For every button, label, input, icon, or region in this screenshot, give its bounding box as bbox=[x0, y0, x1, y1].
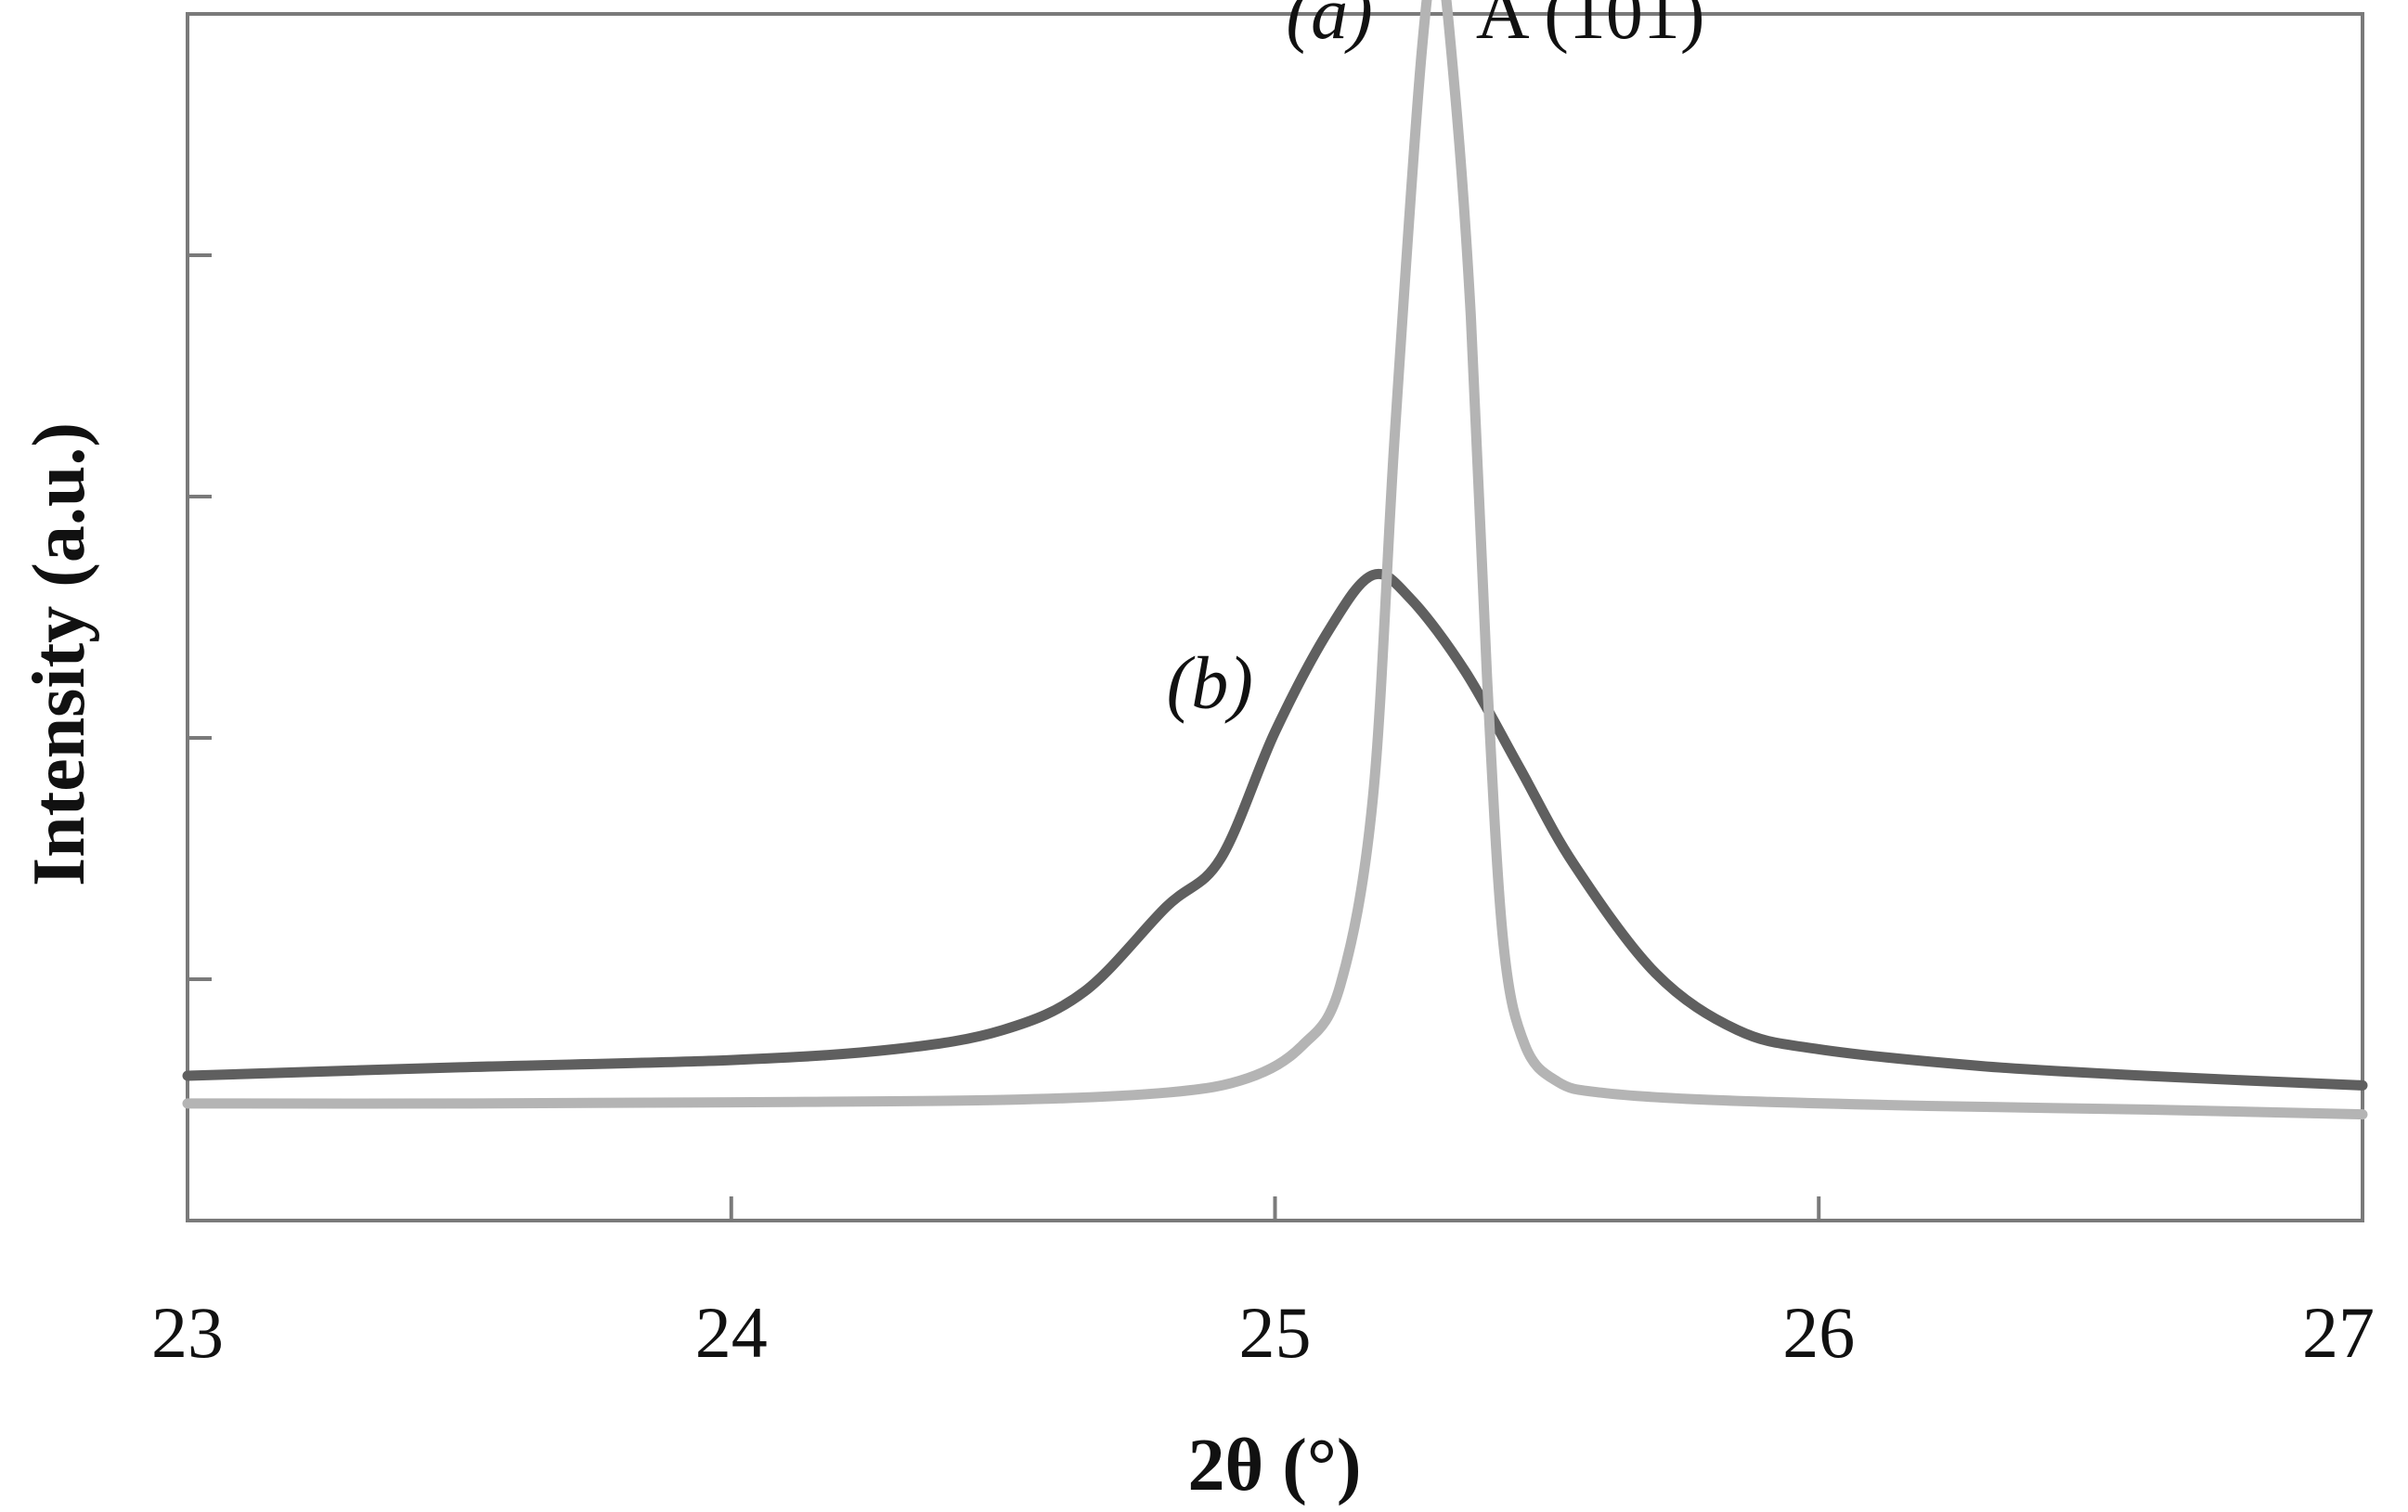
x-tick-label: 24 bbox=[695, 1292, 768, 1373]
series-line-b bbox=[182, 568, 2368, 1091]
y-axis-ticks bbox=[188, 253, 212, 981]
x-tick-label: 25 bbox=[1239, 1292, 1312, 1373]
annotations: (a) A (101) (b) bbox=[1167, 0, 1705, 725]
annotation-label: (a) bbox=[1286, 0, 1372, 55]
x-tick-label: 27 bbox=[2302, 1292, 2375, 1373]
annotation-label: (b) bbox=[1167, 643, 1253, 725]
x-axis-ticks bbox=[729, 1196, 1821, 1221]
plot-frame bbox=[186, 12, 2364, 1222]
series-layer bbox=[182, 0, 2368, 1120]
y-axis-title: Intensity (a.u.) bbox=[19, 422, 100, 886]
annotation-label: A (101) bbox=[1476, 0, 1705, 55]
x-tick-label: 26 bbox=[1782, 1292, 1855, 1373]
series-line-a bbox=[182, 0, 2368, 1120]
x-tick-label: 23 bbox=[151, 1292, 224, 1373]
x-axis-tick-labels: 23 24 25 26 27 bbox=[151, 1292, 2375, 1373]
x-axis-title: 2θ (°) bbox=[1187, 1425, 1361, 1506]
